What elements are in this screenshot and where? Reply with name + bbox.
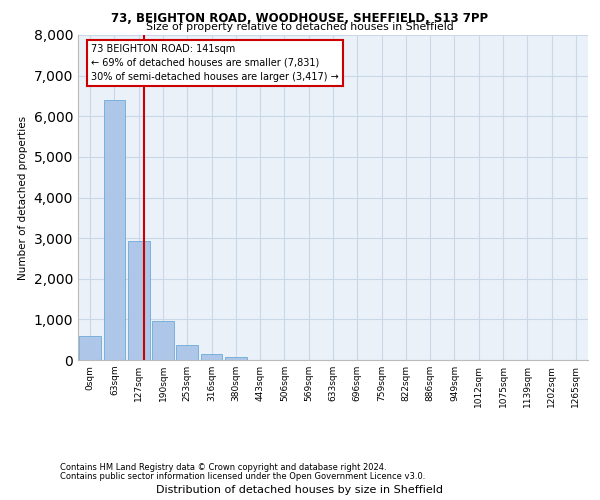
Text: Distribution of detached houses by size in Sheffield: Distribution of detached houses by size … xyxy=(157,485,443,495)
Bar xyxy=(79,336,101,360)
Text: Size of property relative to detached houses in Sheffield: Size of property relative to detached ho… xyxy=(146,22,454,32)
Bar xyxy=(200,354,223,360)
Bar xyxy=(104,100,125,360)
Text: 73, BEIGHTON ROAD, WOODHOUSE, SHEFFIELD, S13 7PP: 73, BEIGHTON ROAD, WOODHOUSE, SHEFFIELD,… xyxy=(112,12,488,26)
Bar xyxy=(128,241,149,360)
Text: Contains HM Land Registry data © Crown copyright and database right 2024.: Contains HM Land Registry data © Crown c… xyxy=(60,464,386,472)
Y-axis label: Number of detached properties: Number of detached properties xyxy=(18,116,28,280)
Bar xyxy=(152,321,174,360)
Bar xyxy=(225,358,247,360)
Text: 73 BEIGHTON ROAD: 141sqm
← 69% of detached houses are smaller (7,831)
30% of sem: 73 BEIGHTON ROAD: 141sqm ← 69% of detach… xyxy=(91,44,338,82)
Text: Contains public sector information licensed under the Open Government Licence v3: Contains public sector information licen… xyxy=(60,472,425,481)
Bar xyxy=(176,346,198,360)
